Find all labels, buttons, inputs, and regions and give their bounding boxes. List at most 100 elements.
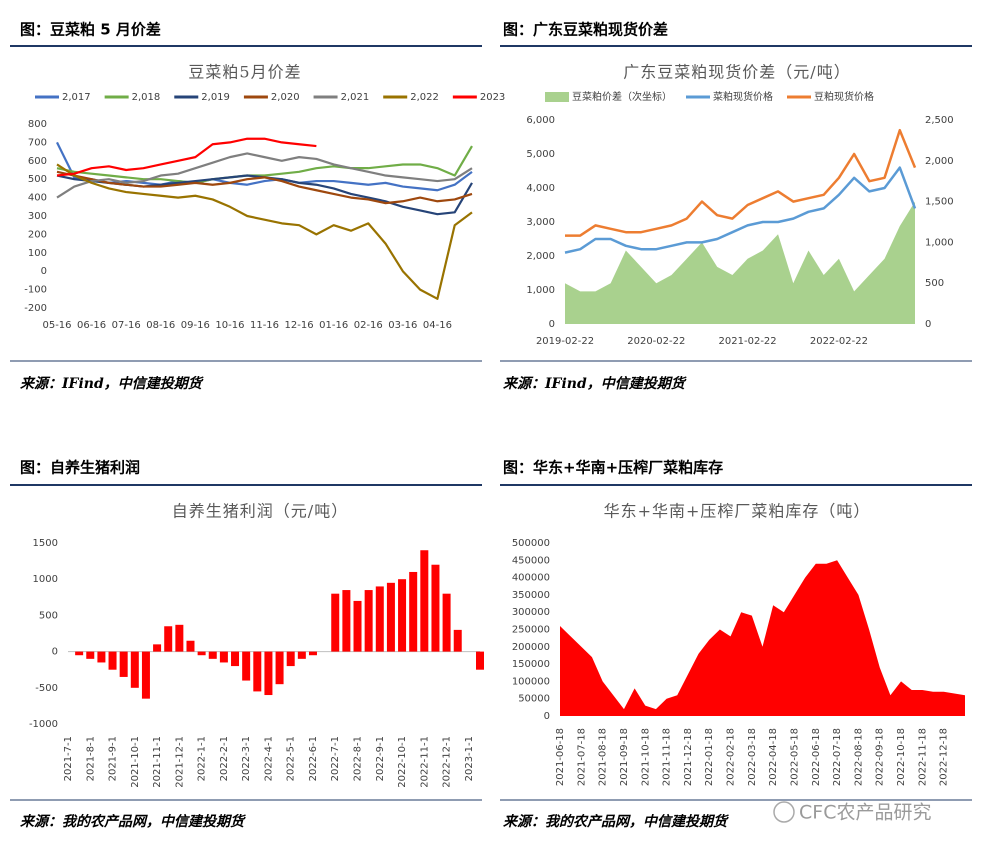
x-tick-label: 2022-03-18 (747, 728, 758, 786)
x-tick-label: 2022-8-1 (353, 736, 364, 781)
x-tick-label: 2019-02-22 (536, 336, 594, 347)
y-tick-label: 350000 (512, 590, 550, 601)
bar (442, 593, 451, 652)
y-tick-label: 1,000 (526, 285, 555, 296)
line (56, 137, 317, 177)
source: 来源：IFind，中信建投期货 (20, 375, 204, 392)
y-tick-label: 5,000 (526, 149, 555, 160)
x-tick-label: 06-16 (77, 320, 106, 331)
watermark: CFC农产品研究 (799, 802, 931, 824)
x-tick-label: 2021-12-18 (683, 728, 694, 786)
y-tick-label: 500 (39, 610, 58, 621)
bar (420, 550, 429, 652)
x-tick-label: 04-16 (423, 320, 452, 331)
bar (275, 651, 284, 685)
bar (253, 651, 262, 692)
legend-swatch (545, 92, 569, 102)
x-tick-label: 02-16 (354, 320, 383, 331)
bar (476, 651, 484, 670)
x-tick-label: 2022-10-18 (896, 728, 907, 786)
y-tick-label: -500 (35, 683, 58, 694)
heading: 图：华东+华南+压榨厂菜粕库存 (503, 459, 723, 477)
bar (219, 651, 228, 663)
y-tick-label: -1000 (29, 719, 58, 730)
x-tick-label: 2021-09-18 (619, 728, 630, 786)
y-tick-label: 50000 (518, 694, 550, 705)
bar (331, 593, 340, 652)
y-tick-label: 150000 (512, 659, 550, 670)
bar (119, 651, 128, 677)
x-tick-label: 2022-02-22 (810, 336, 868, 347)
x-tick-label: 03-16 (388, 320, 417, 331)
x-tick-label: 2022-07-18 (832, 728, 843, 786)
frames (10, 360, 972, 801)
y-tick-label: 200 (28, 229, 47, 240)
x-tick-label: 2022-05-18 (789, 728, 800, 786)
x-tick-label: 01-16 (319, 320, 348, 331)
y-tick-label: 300 (28, 211, 47, 222)
x-tick-label: 2021-11-18 (662, 728, 673, 786)
x-tick-label: 08-16 (146, 320, 175, 331)
bar (86, 651, 95, 659)
x-tick-label: 2020-02-22 (627, 336, 685, 347)
y-tick-label: 250000 (512, 625, 550, 636)
bar (108, 651, 117, 670)
x-tick-label: 2022-10-1 (397, 736, 408, 788)
x-tick-label: 12-16 (285, 320, 314, 331)
bar (197, 651, 206, 656)
x-tick-label: 2022-08-18 (853, 728, 864, 786)
x-tick-label: 2022-9-1 (375, 736, 386, 781)
x-tick-label: 11-16 (250, 320, 279, 331)
y-tick-label: 4,000 (526, 183, 555, 194)
y-tick-label: 6,000 (526, 115, 555, 126)
line (56, 141, 473, 192)
y2-tick-label: 1,500 (925, 197, 954, 208)
bar (353, 600, 362, 652)
frames (10, 45, 972, 486)
bar (186, 640, 195, 652)
x-tick-label: 2021-10-1 (130, 736, 141, 788)
y-tick-label: 200000 (512, 642, 550, 653)
chart-title: 自养生猪利润（元/吨） (172, 502, 348, 521)
y-tick-label: 400000 (512, 573, 550, 584)
x-tick-label: 2022-09-18 (875, 728, 886, 786)
legend-label: 菜粕现货价格 (713, 90, 773, 103)
x-tick-label: 2023-1-1 (464, 736, 475, 781)
source: 来源：我的农产品网，中信建投期货 (503, 813, 729, 830)
x-tick-label: 10-16 (215, 320, 244, 331)
y-tick-label: 700 (28, 137, 47, 148)
bar (141, 651, 150, 699)
y-tick-label: 2,000 (526, 251, 555, 262)
bar (242, 651, 251, 681)
x-tick-label: 2022-11-18 (917, 728, 928, 786)
bar (264, 651, 273, 696)
area (560, 560, 965, 716)
y-tick-label: 0 (41, 266, 47, 277)
line (56, 145, 473, 184)
x-tick-label: 2022-1-1 (197, 736, 208, 781)
line (56, 170, 473, 205)
x-tick-label: 09-16 (181, 320, 210, 331)
source: 来源：IFind，中信建投期货 (503, 375, 687, 392)
y2-tick-label: 0 (925, 319, 931, 330)
heading: 图：豆菜粕 5 月价差 (20, 21, 161, 39)
line (564, 166, 917, 254)
bar (286, 651, 295, 667)
y-tick-label: 3,000 (526, 217, 555, 228)
y-tick-label: 1500 (33, 538, 58, 549)
x-tick-label: 2021-12-1 (174, 736, 185, 788)
y-tick-label: 0 (549, 319, 555, 330)
x-tick-label: 2021-7-1 (63, 736, 74, 781)
x-tick-label: 2021-07-18 (576, 728, 587, 786)
bar (164, 626, 173, 652)
x-tick-label: 2022-01-18 (704, 728, 715, 786)
y-tick-label: 0 (52, 647, 58, 658)
chart-title: 广东豆菜粕现货价差（元/吨） (623, 63, 850, 82)
bar (231, 651, 240, 667)
x-tick-label: 2021-10-18 (640, 728, 651, 786)
x-tick-label: 2021-11-1 (152, 736, 163, 788)
x-tick-label: 05-16 (42, 320, 71, 331)
line (56, 163, 473, 300)
bar (398, 579, 407, 652)
